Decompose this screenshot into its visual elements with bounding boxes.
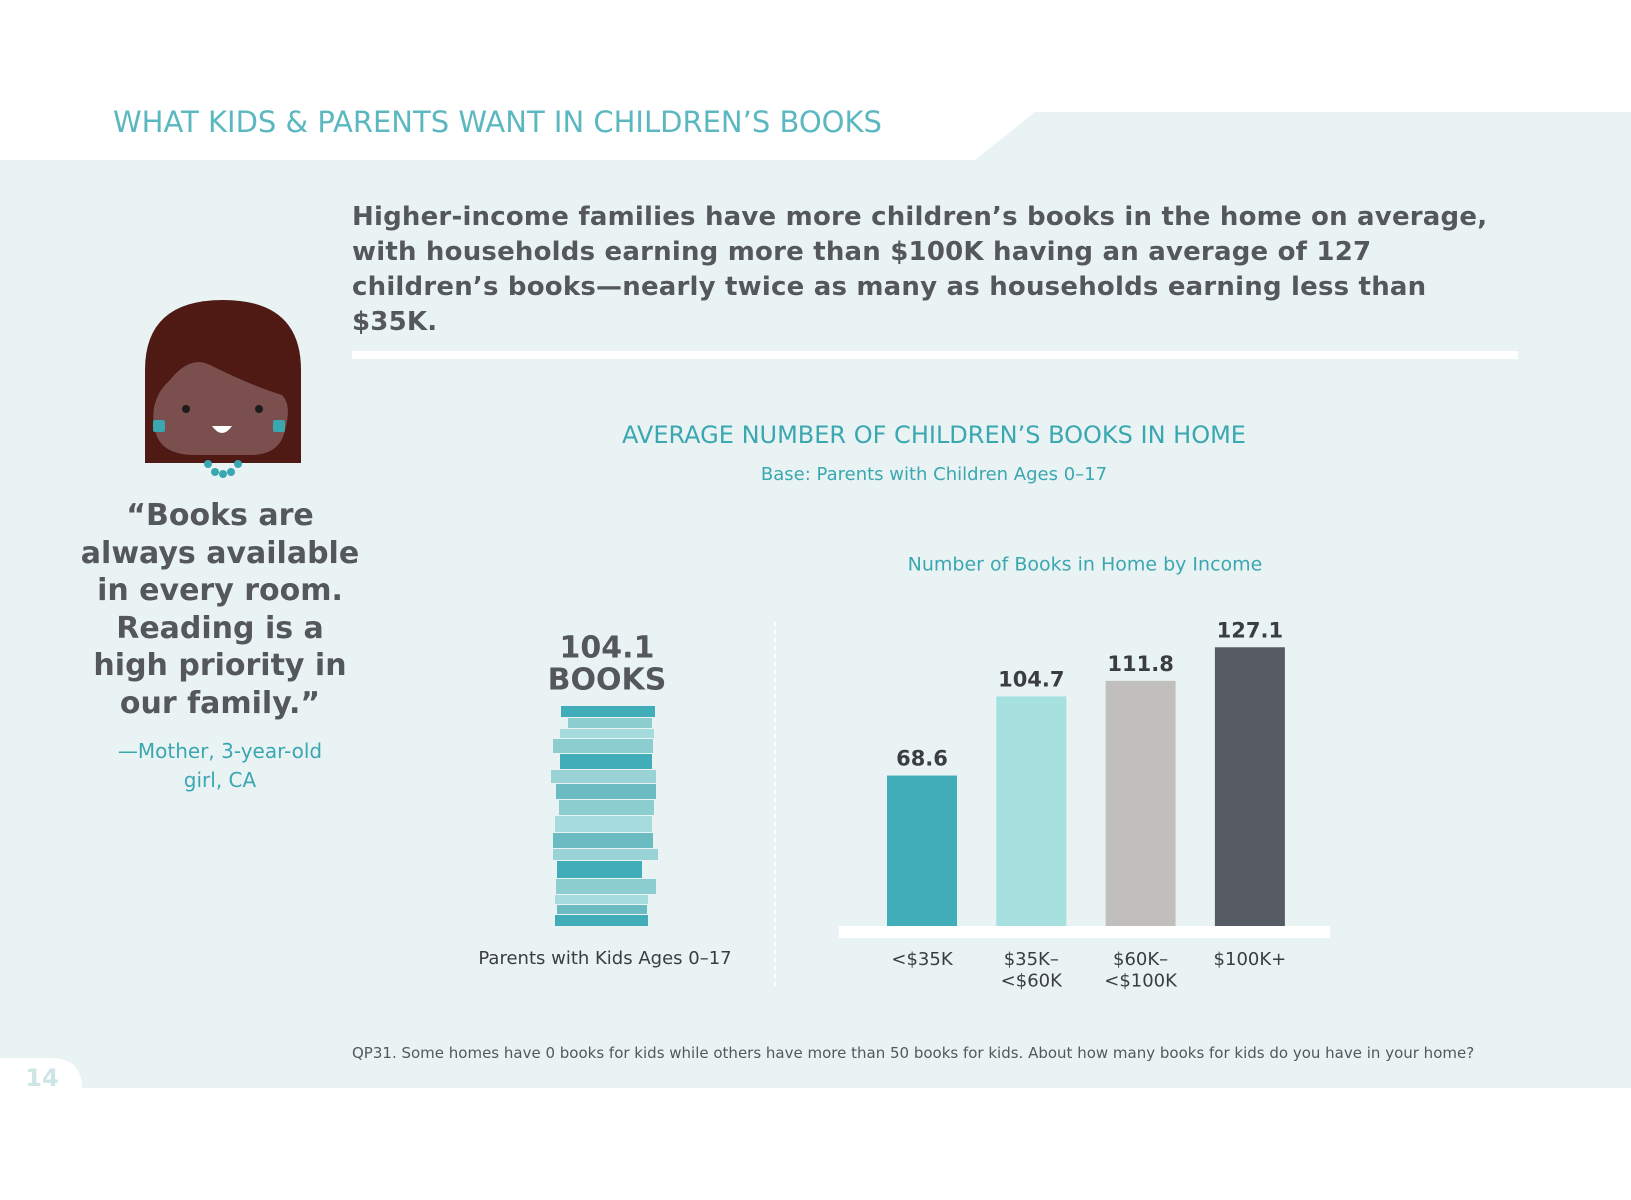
overall-unit: BOOKS: [548, 663, 667, 698]
bar-chart-title: Number of Books in Home by Income: [908, 554, 1263, 576]
overall-value: 104.1: [560, 631, 655, 666]
bar: [1105, 680, 1176, 926]
page-title: WHAT KIDS & PARENTS WANT IN CHILDREN’S B…: [113, 105, 882, 139]
headline: Higher-income families have more childre…: [352, 202, 1488, 337]
baseline: [839, 926, 1330, 938]
chart-subtitle: Base: Parents with Children Ages 0–17: [761, 464, 1107, 485]
book-stack: [551, 706, 658, 926]
bar: [1214, 647, 1285, 926]
girl-illustration: [145, 300, 301, 478]
overall-label: Parents with Kids Ages 0–17: [478, 948, 731, 969]
value-label: 111.8: [1107, 652, 1173, 676]
value-label: 68.6: [896, 747, 948, 771]
x-tick-label: $100K+: [1214, 949, 1287, 970]
x-tick-label: $60K– <$100K: [1104, 949, 1178, 992]
bar: [887, 775, 957, 926]
page-tab: [0, 1058, 82, 1088]
bar: [996, 696, 1067, 926]
quote: “Books are always available in every roo…: [80, 498, 360, 721]
page-number: 14: [25, 1064, 58, 1092]
footnote: QP31. Some homes have 0 books for kids w…: [352, 1044, 1475, 1062]
x-tick-label: <$35K: [891, 949, 953, 970]
x-tick-label: $35K– <$60K: [1001, 949, 1063, 992]
value-label: 127.1: [1217, 618, 1283, 642]
value-label: 104.7: [998, 667, 1064, 691]
quote-attribution: —Mother, 3-year-old girl, CA: [117, 739, 323, 792]
divider: [352, 351, 1518, 359]
chart-title: AVERAGE NUMBER OF CHILDREN’S BOOKS IN HO…: [622, 421, 1246, 449]
